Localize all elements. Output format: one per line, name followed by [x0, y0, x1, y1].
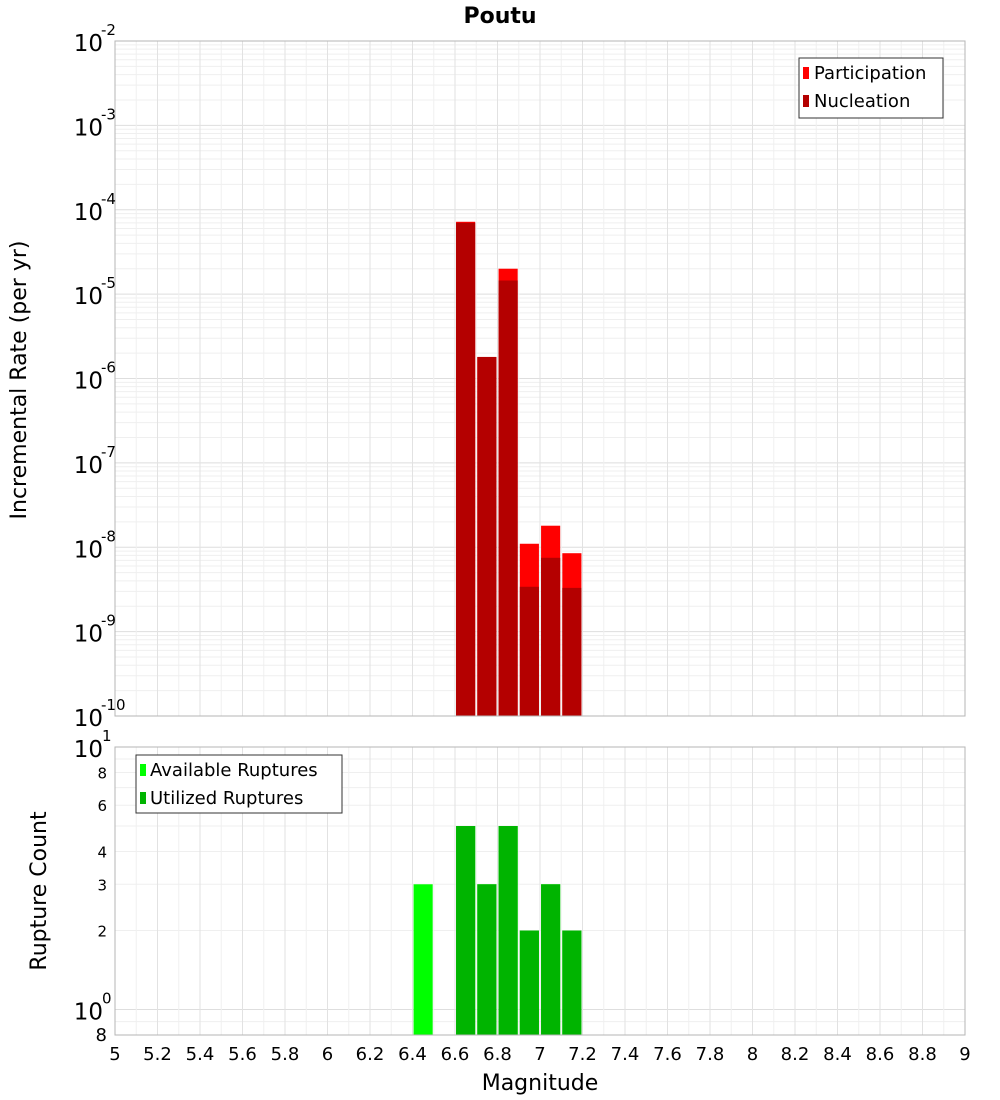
y-minor-tick-label: 8: [96, 1025, 107, 1046]
utilized-ruptures-bar: [519, 930, 539, 1035]
x-tick-label: 6: [322, 1044, 333, 1065]
x-tick-label: 9: [959, 1044, 970, 1065]
utilized-ruptures-bar: [456, 826, 476, 1035]
y-tick-exponent: -7: [101, 443, 116, 461]
chart-title: Poutu: [463, 4, 536, 29]
participation-legend-swatch: [803, 67, 809, 79]
utilized-ruptures-bar: [498, 826, 518, 1035]
nucleation-bar: [498, 280, 518, 716]
y-tick-exponent: -10: [101, 696, 126, 714]
x-tick-label: 7.8: [696, 1044, 725, 1065]
y-minor-tick-label: 2: [97, 923, 107, 941]
y-tick-exponent: -6: [101, 359, 116, 377]
y-tick-label: 10: [74, 115, 103, 141]
nucleation-bar: [519, 586, 539, 716]
nucleation-legend-label: Nucleation: [814, 91, 910, 112]
nucleation-bar: [477, 356, 497, 716]
x-tick-label: 8: [747, 1044, 758, 1065]
x-tick-label: 6.2: [356, 1044, 385, 1065]
utilized-ruptures-bar: [541, 884, 561, 1035]
x-tick-label: 8.6: [866, 1044, 895, 1065]
nucleation-bar: [456, 222, 476, 716]
x-tick-label: 7.6: [653, 1044, 682, 1065]
x-tick-label: 6.6: [441, 1044, 470, 1065]
y-tick-label: 10: [74, 31, 103, 57]
x-tick-label: 5.8: [271, 1044, 300, 1065]
x-tick-label: 5.6: [228, 1044, 257, 1065]
bottom-legend: Available Ruptures Utilized Ruptures: [135, 754, 343, 814]
y-minor-tick-label: 8: [97, 764, 107, 782]
y-minor-tick-label: 4: [97, 843, 107, 861]
x-tick-label: 6.4: [398, 1044, 427, 1065]
y-tick-label: 10: [74, 622, 103, 648]
participation-legend-label: Participation: [814, 63, 926, 84]
utilized-ruptures-bar: [477, 884, 497, 1035]
nucleation-legend-swatch: [803, 95, 809, 107]
y-minor-tick-label: 6: [97, 797, 107, 815]
y-tick-exponent: -3: [101, 105, 116, 123]
x-tick-label: 7.2: [568, 1044, 597, 1065]
y-tick-label: 10: [74, 537, 103, 563]
available-ruptures-bar: [413, 884, 433, 1035]
x-tick-label: 8.2: [781, 1044, 810, 1065]
x-axis-label: Magnitude: [482, 1071, 599, 1096]
y-tick-label: 10: [74, 200, 103, 226]
y-tick-exponent: 1: [102, 727, 112, 745]
x-tick-label: 5.4: [186, 1044, 215, 1065]
nucleation-bar: [541, 557, 561, 716]
x-tick-label: 5.2: [143, 1044, 172, 1065]
x-tick-label: 8.4: [823, 1044, 852, 1065]
top-legend: Participation Nucleation: [798, 57, 944, 119]
x-tick-label: 7.4: [611, 1044, 640, 1065]
x-tick-label: 6.8: [483, 1044, 512, 1065]
bottom-plot-border: [114, 746, 966, 1036]
y-tick-exponent: -2: [101, 21, 116, 39]
top-panel: 10-1010-910-810-710-610-510-410-310-2Par…: [74, 21, 966, 732]
y-tick-label: 10: [74, 284, 103, 310]
utilized-ruptures-legend-swatch: [140, 792, 146, 804]
y-tick-label: 10: [74, 737, 103, 763]
utilized-ruptures-bar: [562, 930, 582, 1035]
y-tick-exponent: 0: [102, 990, 112, 1008]
x-tick-label: 7: [534, 1044, 545, 1065]
legend-box: [135, 754, 343, 814]
y-tick-label: 10: [74, 453, 103, 479]
y-tick-label: 10: [74, 706, 103, 732]
y-tick-exponent: -4: [101, 190, 116, 208]
top-plot-border: [114, 40, 966, 717]
utilized-ruptures-legend-label: Utilized Ruptures: [150, 788, 303, 809]
legend-box: [798, 57, 944, 119]
top-y-axis-label: Incremental Rate (per yr): [7, 241, 32, 520]
y-minor-tick-label: 3: [97, 876, 107, 894]
y-tick-label: 10: [74, 369, 103, 395]
y-tick-exponent: -9: [101, 612, 116, 630]
y-tick-exponent: -8: [101, 527, 116, 545]
x-tick-label: 5: [109, 1044, 120, 1065]
y-tick-exponent: -5: [101, 274, 116, 292]
available-ruptures-legend-swatch: [140, 764, 146, 776]
nucleation-bar: [562, 587, 582, 716]
x-tick-label: 8.8: [908, 1044, 937, 1065]
y-tick-label: 10: [74, 1000, 103, 1026]
bottom-y-axis-label: Rupture Count: [27, 811, 52, 971]
available-ruptures-legend-label: Available Ruptures: [150, 760, 318, 781]
